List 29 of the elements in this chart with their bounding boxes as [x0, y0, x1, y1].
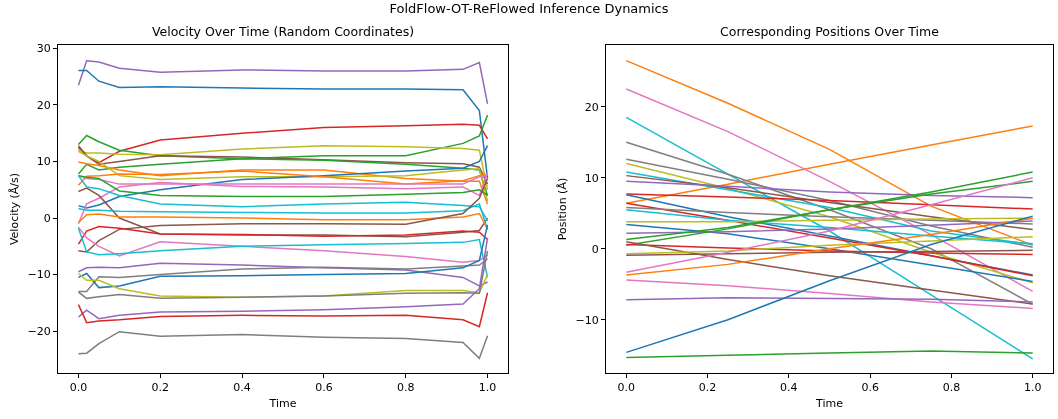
x-tick-label: 0.8	[942, 381, 961, 395]
y-tick-label: −10	[575, 313, 599, 327]
y-tick-label: 0	[591, 242, 599, 256]
x-tick-label: 0.0	[617, 381, 636, 395]
x-tick-label: 0.6	[861, 381, 879, 395]
y-tick-label: −20	[27, 325, 51, 338]
y-tick-label: 10	[36, 155, 51, 169]
y-tick-label: 30	[36, 42, 51, 56]
x-tick-label: 0.4	[780, 381, 798, 395]
x-tick-label: 0.2	[698, 381, 717, 395]
y-tick-label: 20	[36, 98, 51, 112]
x-tick-label: 0.4	[233, 381, 251, 395]
y-tick-label: −10	[27, 268, 51, 282]
y-axis-title: Position (Å)	[556, 177, 570, 241]
text: FoldFlow-OT-ReFlowed Inference Dynamics	[388, 0, 670, 18]
x-tick-label: 0.2	[151, 381, 170, 395]
y-tick-label: 10	[584, 171, 599, 185]
x-tick-label: 0.6	[315, 381, 333, 395]
x-tick-label: 1.0	[478, 381, 497, 395]
x-tick-label: 1.0	[1023, 381, 1042, 395]
x-axis-title: Time	[268, 397, 297, 411]
y-axis-title: Velocity (Å/s)	[8, 172, 22, 246]
x-axis-title: Time	[815, 397, 844, 411]
x-tick-label: 0.8	[396, 381, 415, 395]
chart-title: Velocity Over Time (Random Coordinates)	[151, 24, 415, 39]
x-tick-label: 0.0	[69, 381, 88, 395]
y-tick-label: 0	[43, 211, 51, 225]
y-tick-label: 20	[584, 100, 599, 114]
chart-title: Corresponding Positions Over Time	[720, 24, 940, 39]
